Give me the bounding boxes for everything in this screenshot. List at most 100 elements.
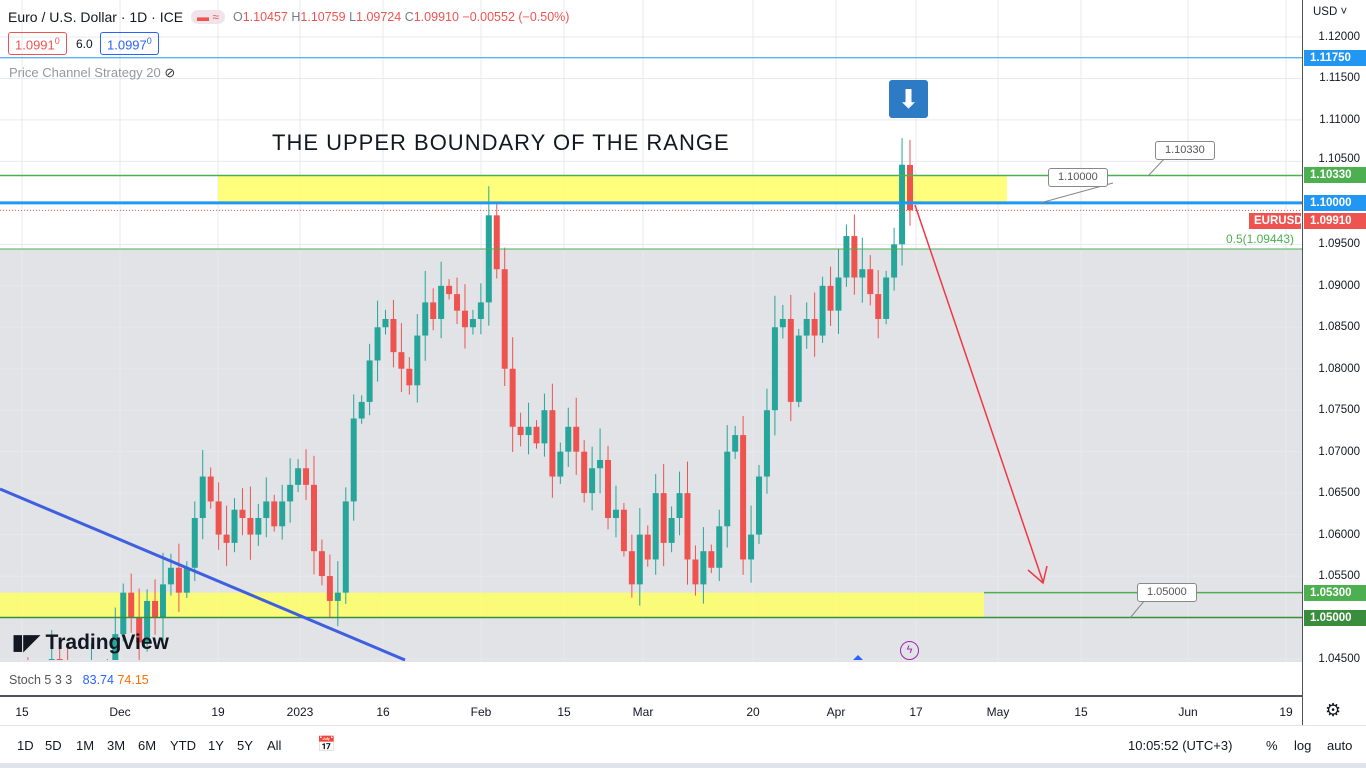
hidden-eye-icon[interactable]: ⊘	[164, 65, 176, 80]
candle-body	[875, 294, 882, 319]
price-tick: 1.09500	[1318, 238, 1360, 251]
sell-button[interactable]: 1.09910	[8, 32, 67, 55]
indicator-legend[interactable]: Price Channel Strategy 20 ⊘	[9, 65, 176, 80]
annotation-text[interactable]: THE UPPER BOUNDARY OF THE RANGE	[272, 130, 730, 155]
arrow-down-icon: ⬇	[897, 84, 920, 114]
candle-body	[303, 468, 310, 485]
candle-body	[811, 318, 818, 336]
range-button-1d[interactable]: 1D	[17, 738, 34, 753]
callout-pointer	[1129, 599, 1146, 619]
price-tick: 1.06000	[1318, 528, 1360, 541]
range-button-5d[interactable]: 5D	[45, 738, 62, 753]
candle-body	[334, 592, 341, 601]
forecast-arrow	[914, 204, 1044, 583]
candle-body	[541, 410, 548, 444]
candle-body	[827, 285, 834, 311]
symbol-legend: Euro / U.S. Dollar · 1D · ICE ▬ ≈ O1.104…	[8, 9, 569, 25]
callout-110330[interactable]: 1.10330	[1155, 141, 1215, 160]
candle-body	[501, 269, 508, 369]
candle-body	[700, 551, 707, 585]
settings-gear-icon[interactable]: ⚙	[1325, 700, 1342, 720]
range-button-5y[interactable]: 5Y	[237, 738, 253, 753]
candle-body	[509, 368, 516, 427]
callout-105000[interactable]: 1.05000	[1137, 583, 1197, 602]
candle-body	[342, 501, 349, 593]
price-tick: 1.10500	[1318, 153, 1360, 166]
candle-body	[461, 310, 468, 328]
candle-body	[843, 236, 850, 278]
candle-body	[310, 484, 317, 552]
candle-body	[279, 501, 286, 527]
bottom-toolbar: 1D 5D 1M 3M 6M YTD 1Y 5Y All 📅 10:05:52 (UTC+3) …	[0, 725, 1366, 763]
candle-body	[819, 285, 826, 336]
range-button-1y[interactable]: 1Y	[208, 738, 224, 753]
candle-body	[756, 476, 763, 535]
range-button-all[interactable]: All	[267, 738, 282, 753]
candle-body	[740, 435, 747, 560]
candle-body	[231, 509, 238, 543]
buy-button[interactable]: 1.09970	[100, 32, 159, 55]
forecast-arrowhead-icon	[1027, 565, 1048, 585]
candle-body	[477, 302, 484, 319]
candle-body	[859, 269, 866, 278]
candle-body	[366, 360, 373, 402]
candle-body	[684, 493, 691, 560]
candle-body	[605, 459, 612, 519]
auto-button[interactable]: auto	[1327, 738, 1353, 753]
callout-110000[interactable]: 1.10000	[1048, 168, 1108, 187]
candle-body	[668, 518, 675, 543]
price-label: 1.05000	[1304, 609, 1366, 626]
price-tick: 1.12000	[1318, 31, 1360, 43]
price-tick: 1.06500	[1318, 487, 1360, 500]
visibility-toggle[interactable]: ▬ ≈	[191, 10, 225, 24]
candle-body	[771, 327, 778, 411]
candle-body	[628, 551, 635, 585]
log-button[interactable]: log	[1294, 738, 1312, 753]
callout-pointer	[1147, 157, 1166, 177]
price-tick: 1.08000	[1318, 362, 1360, 375]
price-label: 1.10000	[1304, 194, 1366, 211]
candle-body	[350, 418, 357, 502]
chart-pane[interactable]: Euro / U.S. Dollar · 1D · ICE ▬ ≈ O1.104…	[0, 0, 1302, 662]
time-tick: 15	[1074, 705, 1088, 719]
time-axis[interactable]: 15 Dec 19 2023 16 Feb 15 Mar 20 Apr 17 May 15 Jun 19	[0, 697, 1302, 725]
candle-body	[557, 451, 564, 477]
time-tick: Feb	[470, 705, 492, 719]
stoch-legend[interactable]: Stoch 5 3 3 83.74 74.15	[0, 662, 1302, 697]
candle-body	[891, 244, 898, 278]
candle-body	[620, 509, 627, 552]
time-tick: 15	[15, 705, 29, 719]
candle-body	[779, 318, 786, 328]
lightning-icon[interactable]: ϟ	[900, 641, 919, 660]
candle-body	[835, 277, 842, 311]
window-border	[0, 763, 1366, 768]
candle-body	[907, 164, 913, 211]
ohlc-values: O1.10457 H1.10759 L1.09724 C1.09910 −0.0…	[232, 10, 570, 24]
price-tick: 1.05500	[1318, 570, 1360, 583]
arrow-down-badge[interactable]: ⬇	[889, 80, 928, 118]
range-button-3m[interactable]: 3M	[107, 738, 126, 753]
candle-body	[446, 285, 453, 295]
range-button-ytd[interactable]: YTD	[170, 738, 196, 753]
chart-canvas[interactable]	[0, 0, 1302, 662]
price-axis[interactable]: USD ˅ 1.12000 1.11500 1.11000 1.10500 1.0950…	[1249, 0, 1366, 697]
candle-body	[191, 518, 198, 568]
candle-body	[152, 600, 159, 618]
range-button-6m[interactable]: 6M	[138, 738, 157, 753]
currency-select[interactable]: USD ˅	[1313, 6, 1348, 18]
candle-body	[167, 567, 174, 585]
range-button-1m[interactable]: 1M	[76, 738, 95, 753]
candle-body	[438, 285, 445, 319]
time-tick: 17	[909, 705, 923, 719]
marker-icon	[853, 655, 863, 660]
candle-body	[287, 484, 294, 502]
candle-body	[597, 459, 604, 469]
percent-button[interactable]: %	[1266, 738, 1278, 753]
goto-date-icon[interactable]: 📅	[317, 736, 336, 753]
candle-body	[612, 509, 619, 519]
candle-body	[295, 468, 302, 485]
symbol-title[interactable]: Euro / U.S. Dollar · 1D · ICE	[8, 9, 184, 25]
candle-body	[652, 493, 659, 560]
time-tick: Mar	[632, 705, 654, 719]
resistance-zone	[218, 175, 1007, 203]
